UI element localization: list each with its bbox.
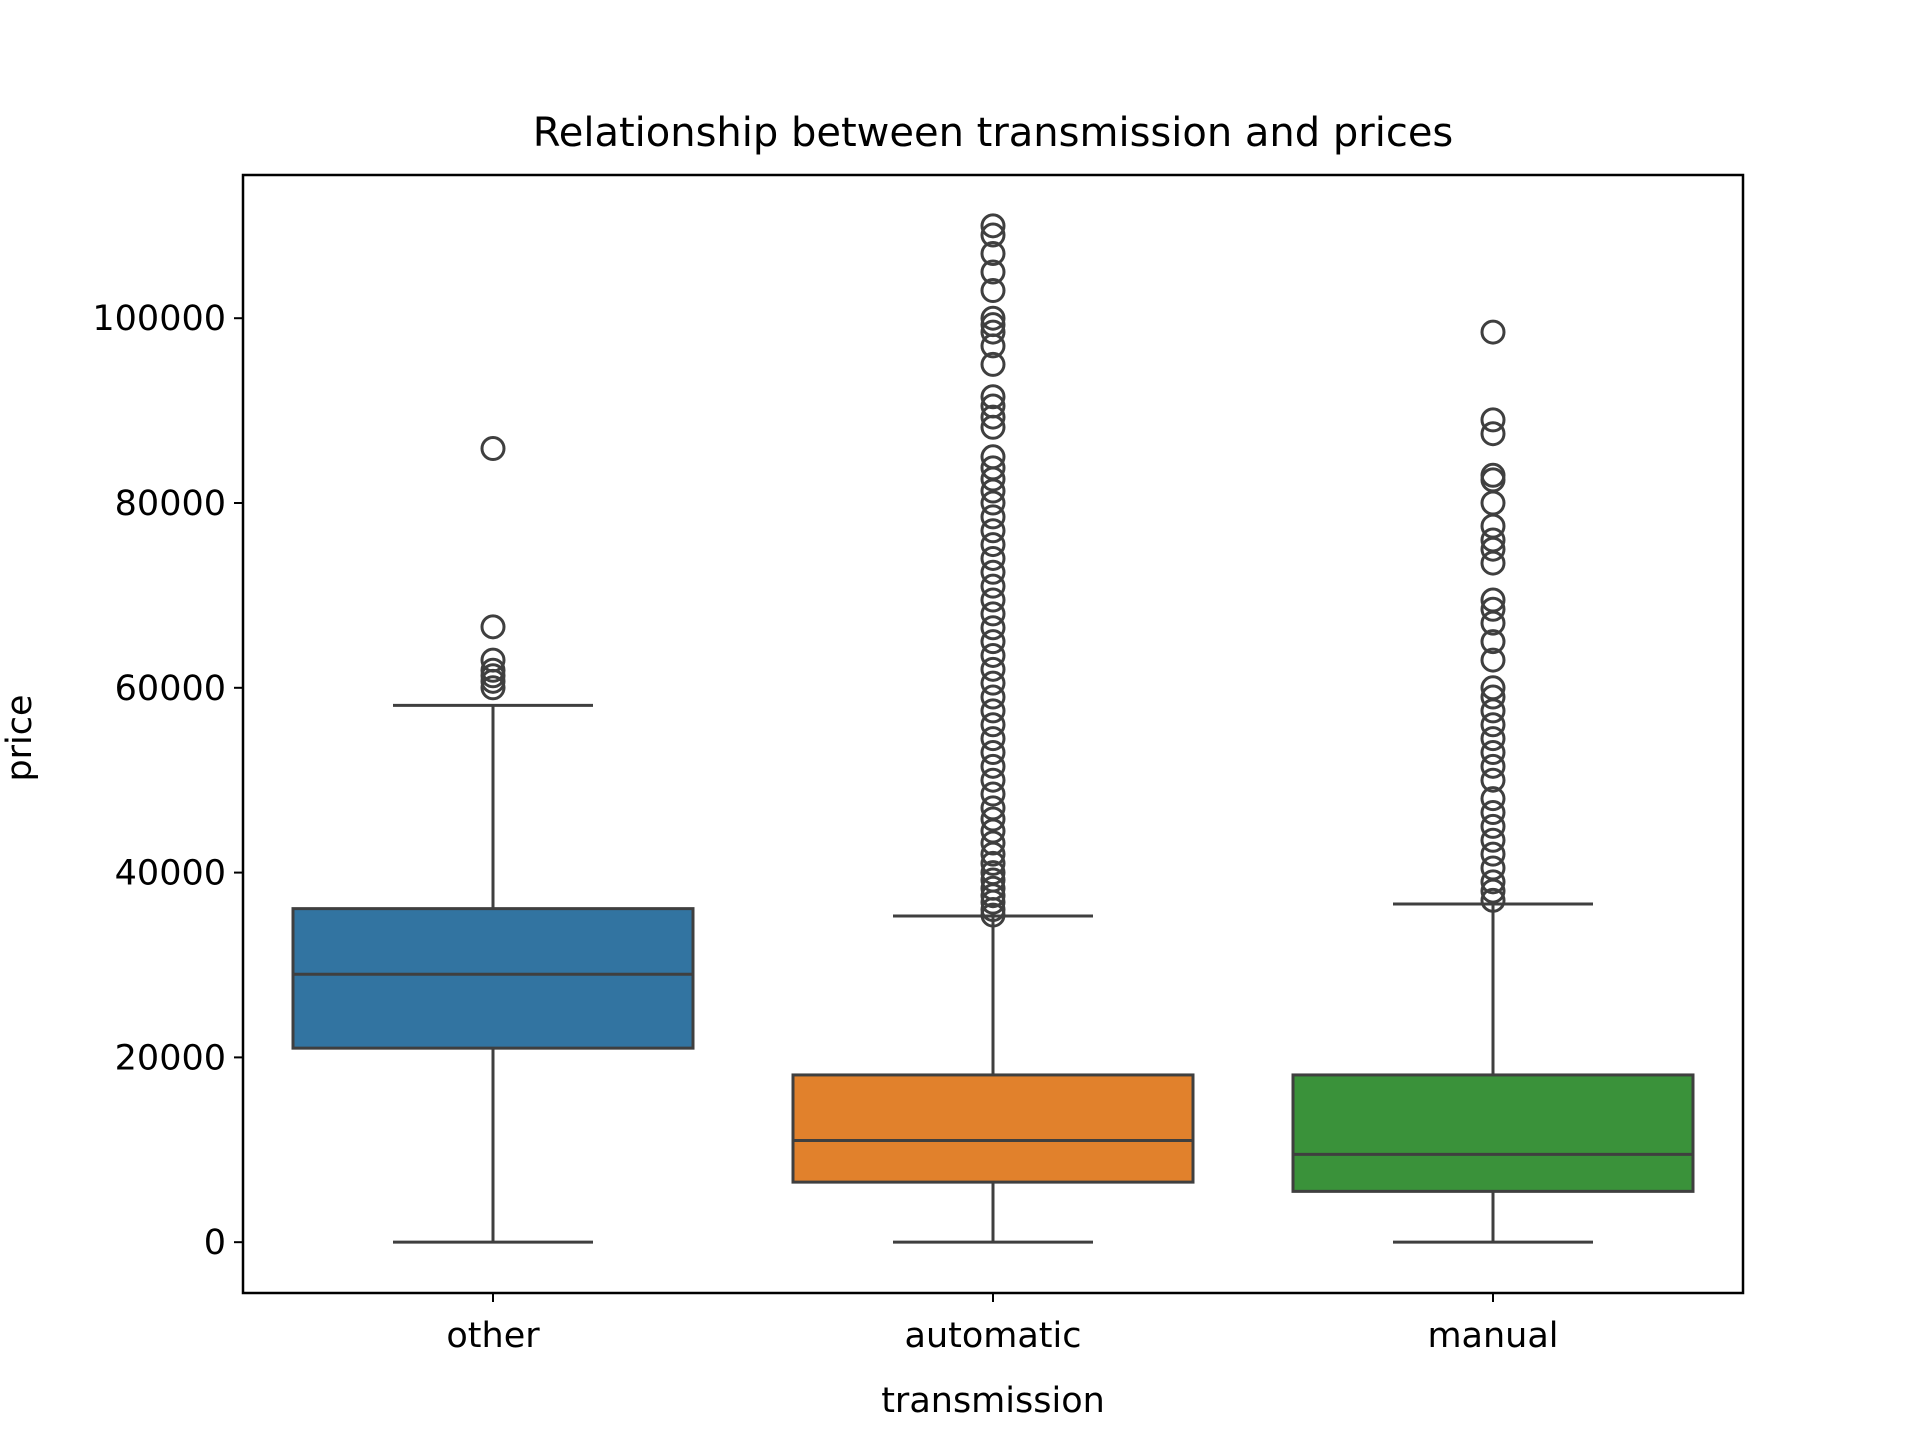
outlier-point xyxy=(1480,629,1506,655)
y-tick-label: 80000 xyxy=(115,484,226,524)
box-iqr xyxy=(791,1073,1195,1184)
outlier-point xyxy=(980,806,1006,832)
outlier-point xyxy=(980,726,1006,752)
outlier-point xyxy=(980,545,1006,571)
outlier-point xyxy=(1480,421,1506,447)
box-iqr xyxy=(1291,1073,1695,1193)
outlier-point xyxy=(1480,786,1506,812)
outlier-point xyxy=(1480,712,1506,738)
x-axis: other automatic manual xyxy=(446,1293,1559,1356)
outlier-point xyxy=(1480,841,1506,867)
box-iqr xyxy=(291,907,695,1050)
outlier-point xyxy=(980,860,1006,886)
outlier-point xyxy=(1480,587,1506,613)
outlier-point xyxy=(980,753,1006,779)
outlier-point xyxy=(1480,513,1506,539)
outlier-point xyxy=(1480,527,1506,553)
outlier-point xyxy=(1480,684,1506,710)
box-group-automatic xyxy=(791,213,1195,1244)
boxes-layer xyxy=(291,213,1695,1244)
y-tick-label: 60000 xyxy=(115,669,226,709)
outlier-point xyxy=(980,518,1006,544)
outlier-point xyxy=(1480,675,1506,701)
outlier-point xyxy=(1480,407,1506,433)
y-axis-label: price xyxy=(0,694,40,781)
outlier-point xyxy=(1480,800,1506,826)
outlier-point xyxy=(480,657,506,683)
outlier-point xyxy=(980,656,1006,682)
outlier-point xyxy=(980,684,1006,710)
outlier-point xyxy=(980,670,1006,696)
outlier-point xyxy=(980,319,1006,345)
outlier-point xyxy=(980,241,1006,267)
outlier-point xyxy=(980,867,1006,893)
box-group-other xyxy=(291,435,695,1244)
outlier-point xyxy=(980,712,1006,738)
outlier-point xyxy=(980,559,1006,585)
outlier-point xyxy=(980,629,1006,655)
outlier-point xyxy=(980,455,1006,481)
outlier-point xyxy=(980,393,1006,419)
outlier-point xyxy=(980,259,1006,285)
outlier-point xyxy=(1480,490,1506,516)
outlier-point xyxy=(980,875,1006,901)
outlier-point xyxy=(1480,647,1506,673)
outlier-point xyxy=(980,642,1006,668)
y-tick-label: 20000 xyxy=(115,1038,226,1078)
outlier-point xyxy=(980,404,1006,430)
outlier-point xyxy=(980,587,1006,613)
x-axis-label: transmission xyxy=(881,1381,1105,1421)
outlier-point xyxy=(1480,813,1506,839)
outlier-point xyxy=(1480,767,1506,793)
x-tick-label: manual xyxy=(1427,1316,1558,1356)
y-axis: 0 20000 40000 60000 80000 100000 xyxy=(92,299,243,1263)
y-tick-label: 40000 xyxy=(115,854,226,894)
outlier-point xyxy=(1480,753,1506,779)
outlier-point xyxy=(1480,739,1506,765)
outlier-point xyxy=(480,435,506,461)
outlier-point xyxy=(1480,462,1506,488)
outlier-point xyxy=(980,384,1006,410)
outlier-point xyxy=(980,351,1006,377)
outlier-point xyxy=(1480,855,1506,881)
outlier-point xyxy=(980,739,1006,765)
outlier-point xyxy=(980,767,1006,793)
outlier-point xyxy=(980,490,1006,516)
chart-title: Relationship between transmission and pr… xyxy=(533,110,1454,156)
box-group-manual xyxy=(1291,319,1695,1244)
outlier-point xyxy=(980,781,1006,807)
outlier-point xyxy=(1480,827,1506,853)
outlier-point xyxy=(980,532,1006,558)
outlier-point xyxy=(1480,887,1506,913)
outlier-point xyxy=(980,698,1006,724)
outlier-point xyxy=(980,312,1006,338)
outlier-point xyxy=(1480,869,1506,895)
outlier-point xyxy=(980,305,1006,331)
outlier-point xyxy=(480,675,506,701)
outlier-point xyxy=(980,277,1006,303)
x-tick-label: automatic xyxy=(905,1316,1082,1356)
outlier-point xyxy=(980,504,1006,530)
outlier-point xyxy=(1480,726,1506,752)
outlier-point xyxy=(980,222,1006,248)
outlier-point xyxy=(480,614,506,640)
x-tick-label: other xyxy=(446,1316,540,1356)
outlier-point xyxy=(980,795,1006,821)
outlier-point xyxy=(1480,596,1506,622)
outlier-point xyxy=(980,601,1006,627)
outlier-point xyxy=(480,647,506,673)
outlier-point xyxy=(1480,319,1506,345)
outlier-point xyxy=(980,213,1006,239)
outlier-point xyxy=(980,850,1006,876)
outlier-point xyxy=(980,615,1006,641)
outlier-point xyxy=(980,830,1006,856)
outlier-point xyxy=(980,573,1006,599)
y-tick-label: 0 xyxy=(204,1223,226,1263)
outlier-point xyxy=(980,444,1006,470)
y-tick-label: 100000 xyxy=(92,299,226,339)
